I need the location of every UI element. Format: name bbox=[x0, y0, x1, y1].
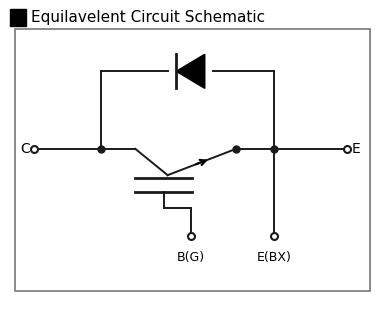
Text: E(BX): E(BX) bbox=[257, 251, 292, 264]
Bar bbox=[10, 9, 26, 26]
Polygon shape bbox=[176, 54, 205, 88]
Text: C: C bbox=[20, 142, 30, 156]
Text: E: E bbox=[352, 142, 360, 156]
Bar bbox=[15, 29, 370, 291]
Text: Equilavelent Circuit Schematic: Equilavelent Circuit Schematic bbox=[31, 10, 266, 25]
Text: B(G): B(G) bbox=[176, 251, 205, 264]
